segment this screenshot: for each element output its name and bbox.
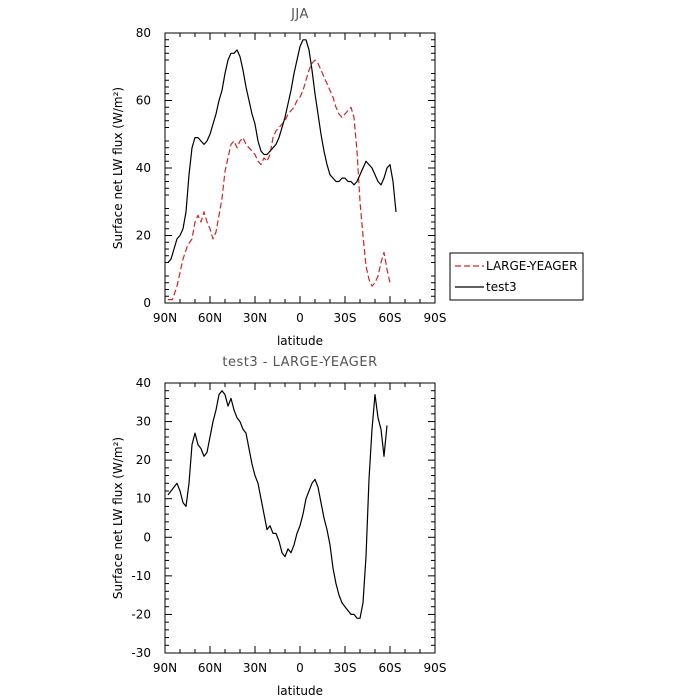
x-axis-label: latitude xyxy=(277,684,323,698)
legend-entry: test3 xyxy=(486,280,517,294)
y-tick-label: 60 xyxy=(136,94,151,108)
x-tick-label: 90S xyxy=(424,311,447,325)
y-tick-label: 10 xyxy=(136,492,151,506)
y-axis-label: Surface net LW flux (W/m²) xyxy=(111,437,125,599)
x-tick-label: 30S xyxy=(334,311,357,325)
y-tick-label: -10 xyxy=(131,569,151,583)
y-tick-label: -30 xyxy=(131,646,151,660)
series-line-test3 xyxy=(167,39,397,263)
y-tick-label: 0 xyxy=(143,530,151,544)
legend-entry: LARGE-YEAGER xyxy=(486,259,577,273)
y-tick-label: 0 xyxy=(143,296,151,310)
chart-panel-1: JJA 90N 60N 30N 0 30S 60S 90S 0 20 40 60 80 latitude S… xyxy=(111,7,584,348)
x-tick-label: 60S xyxy=(379,661,402,675)
chart-panel-2: test3 - LARGE-YEAGER 90N 60N 30N 0 30S 60S 90S -… xyxy=(111,355,446,698)
series-line-difference xyxy=(167,390,388,619)
y-axis-label: Surface net LW flux (W/m²) xyxy=(111,87,125,249)
y-tick-label: 80 xyxy=(136,26,151,40)
x-tick-label: 30N xyxy=(243,311,267,325)
legend-box xyxy=(449,252,584,301)
x-tick-label: 0 xyxy=(296,661,304,675)
chart-title: test3 - LARGE-YEAGER xyxy=(222,355,377,370)
y-tick-label: 20 xyxy=(136,453,151,467)
legend: LARGE-YEAGER test3 xyxy=(449,252,584,301)
x-tick-label: 90N xyxy=(153,311,177,325)
plot-frame xyxy=(164,32,436,304)
x-tick-label: 30S xyxy=(334,661,357,675)
x-tick-label: 0 xyxy=(296,311,304,325)
chart-title: JJA xyxy=(290,7,309,22)
series-line-large-yeager xyxy=(168,59,391,301)
x-tick-label: 30N xyxy=(243,661,267,675)
plot-frame xyxy=(164,382,436,654)
y-tick-label: 40 xyxy=(136,376,151,390)
y-tick-label: -20 xyxy=(131,607,151,621)
x-tick-label: 90S xyxy=(424,661,447,675)
y-tick-label: 20 xyxy=(136,229,151,243)
x-tick-label: 60N xyxy=(198,311,222,325)
y-tick-label: 30 xyxy=(136,415,151,429)
y-tick-label: 40 xyxy=(136,161,151,175)
x-tick-label: 90N xyxy=(153,661,177,675)
x-tick-label: 60S xyxy=(379,311,402,325)
x-axis-label: latitude xyxy=(277,334,323,348)
x-tick-label: 60N xyxy=(198,661,222,675)
